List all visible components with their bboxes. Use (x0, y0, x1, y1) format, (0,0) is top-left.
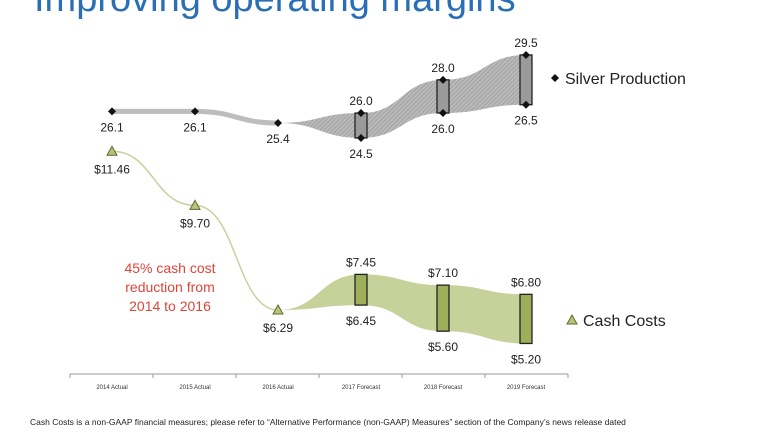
cash-forecast-band (278, 274, 526, 344)
silver-low-label-1: 26.0 (431, 122, 455, 136)
cash-high-label-1: $7.10 (428, 266, 458, 280)
cash-point-2 (272, 303, 284, 315)
annotation-line-2: 2014 to 2016 (129, 298, 211, 314)
silver-low-point-1 (439, 109, 447, 118)
silver-high-label-1: 28.0 (431, 61, 455, 75)
silver-low-point-2 (522, 100, 530, 109)
silver-high-point-1 (439, 75, 447, 84)
silver-label-0: 26.1 (100, 120, 124, 134)
x-tick-label-3: 2017 Forecast (342, 385, 381, 391)
legend-cash-label: Cash Costs (583, 313, 666, 330)
cash-range-bar-0 (354, 273, 368, 306)
annotation: 45% cash cost reduction from 2014 to 2016 (124, 260, 215, 314)
silver-point-2 (274, 119, 282, 127)
x-tick-label-0: 2014 Actual (96, 385, 127, 391)
x-axis: 2014 Actual 2015 Actual 2016 Actual 2017 Fo… (69, 373, 569, 391)
silver-low-label-2: 26.5 (514, 114, 538, 128)
footnote: Cash Costs is a non-GAAP financial measu… (30, 417, 626, 427)
cash-range-bar-1 (436, 284, 450, 332)
legend: Silver Production Cash Costs (551, 71, 686, 330)
legend-silver-marker (551, 74, 559, 82)
silver-high-point-0 (357, 109, 365, 118)
cash-label-2: $6.29 (263, 321, 293, 335)
cash-label-0: $11.46 (94, 162, 130, 176)
silver-range-bar-2 (519, 54, 533, 106)
cash-range-bar-2 (519, 293, 533, 345)
x-tick-label-4: 2018 Forecast (424, 385, 463, 391)
cash-costs-series: $11.46 $9.70 $6.29 $7.45 $6.45 $7.10 $5.60 $6.8… (94, 145, 541, 366)
x-tick-label-1: 2015 Actual (179, 385, 210, 391)
silver-forecast-band (278, 54, 526, 138)
cash-high-label-2: $6.80 (511, 275, 541, 289)
silver-high-label-2: 29.5 (514, 36, 538, 50)
silver-point-0 (108, 107, 116, 116)
x-tick-label-5: 2019 Forecast (507, 385, 546, 391)
cash-point-1 (189, 199, 201, 210)
cash-point-0 (106, 145, 118, 156)
cash-low-label-0: $6.45 (346, 314, 376, 328)
annotation-line-1: reduction from (125, 279, 214, 295)
cash-low-label-2: $5.20 (511, 352, 541, 366)
silver-low-label-0: 24.5 (349, 147, 373, 161)
silver-high-label-0: 26.0 (349, 94, 373, 108)
silver-label-1: 26.1 (183, 120, 207, 134)
cash-label-1: $9.70 (180, 216, 210, 230)
annotation-line-0: 45% cash cost (124, 260, 215, 276)
silver-low-point-0 (357, 133, 365, 142)
cash-low-label-1: $5.60 (428, 340, 458, 354)
silver-production-series: 26.1 26.1 25.4 26.0 24.5 28.0 26.0 29.5 26.5 (100, 36, 538, 161)
silver-high-point-2 (522, 50, 530, 59)
cash-high-label-0: $7.45 (346, 255, 376, 269)
silver-point-1 (191, 107, 199, 116)
page-title: Improving operating margins (34, 0, 516, 21)
legend-silver-label: Silver Production (565, 71, 686, 88)
legend-cash-marker (566, 313, 578, 325)
silver-label-2: 25.4 (266, 132, 290, 146)
silver-range-bar-1 (436, 79, 450, 114)
x-tick-label-2: 2016 Actual (262, 385, 293, 391)
